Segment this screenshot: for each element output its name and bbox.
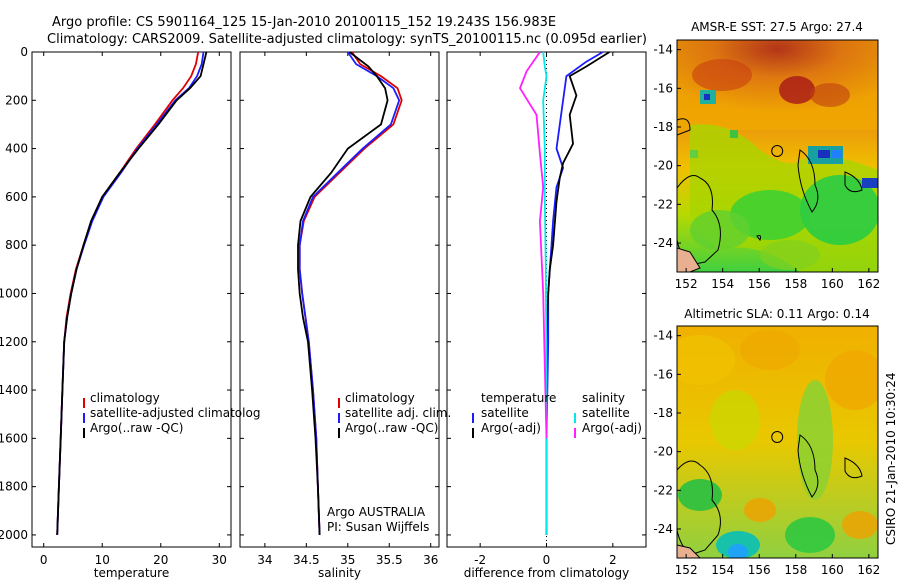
salinity-legend: climatology satellite adj. clim. Argo(..… xyxy=(338,391,451,438)
x-tick-label: 10 xyxy=(95,553,110,567)
x-tick-label: 154 xyxy=(711,277,734,291)
legend-argo: Argo(..raw -QC) xyxy=(90,421,183,435)
legend-climatology: climatology xyxy=(90,391,160,405)
series-line-salinity-satellite xyxy=(542,51,548,535)
legend-climatology: climatology xyxy=(345,391,415,405)
x-tick-label: 156 xyxy=(748,277,771,291)
y-tick-label: 1800 xyxy=(0,480,28,494)
legend-t-argo: Argo(-adj) xyxy=(481,421,541,435)
legend-title-temperature: temperature xyxy=(481,391,556,405)
x-tick-label: -2 xyxy=(474,553,486,567)
legend-s-satellite: satellite xyxy=(582,406,630,420)
salinity-panel: 34 34.5 35 35.5 36 salinity xyxy=(239,51,440,580)
y-tick-label: -20 xyxy=(653,159,673,173)
sst-map-axes: 152 154 156 158 160 162 -14 -16 -18 -20 -22 -24 xyxy=(653,39,880,291)
series-line-satellite-adjusted-climatology xyxy=(56,51,205,535)
temperature-panel: 0 200 400 600 800 1000 1200 1400 1600 1800 2000 0 10… xyxy=(0,45,232,580)
x-tick-label: 30 xyxy=(212,553,227,567)
x-tick-label: 152 xyxy=(675,563,698,577)
timestamp: CSIRO 21-Jan-2010 10:30:24 xyxy=(884,373,898,545)
y-tick-label: 1600 xyxy=(0,431,28,445)
map-frame xyxy=(676,325,879,559)
sla-map-axes: 152 154 156 158 160 162 -14 -16 -18 -20 -22 -24 xyxy=(653,325,880,577)
header-line1: Argo profile: CS 5901164_125 15-Jan-2010… xyxy=(52,15,556,30)
x-tick-label: 162 xyxy=(857,563,880,577)
legend-s-argo: Argo(-adj) xyxy=(582,421,642,435)
y-tick-label: 1400 xyxy=(0,383,28,397)
series-line-argo-raw-qc- xyxy=(297,51,389,535)
y-tick-label: 1200 xyxy=(0,335,28,349)
series-line-temperature-argo-adj- xyxy=(545,51,610,535)
y-tick-label: -20 xyxy=(653,445,673,459)
y-tick-label: 600 xyxy=(5,190,28,204)
x-tick-label: 36 xyxy=(423,553,438,567)
y-tick-label: 400 xyxy=(5,142,28,156)
series-line-satellite-adj-clim- xyxy=(298,51,401,535)
x-tick-label: 152 xyxy=(675,277,698,291)
plot-frame xyxy=(239,51,440,548)
plot-frame xyxy=(31,51,232,548)
legend-satellite: satellite-adjusted climatolog xyxy=(90,406,260,420)
sst-map-title: AMSR-E SST: 27.5 Argo: 27.4 xyxy=(691,20,863,34)
y-tick-label: 2000 xyxy=(0,528,28,542)
x-tick-label: 34.5 xyxy=(293,553,320,567)
y-tick-label: -22 xyxy=(653,197,673,211)
legend-t-satellite: satellite xyxy=(481,406,529,420)
legend-title-salinity: salinity xyxy=(582,391,625,405)
x-tick-label: 2 xyxy=(609,553,617,567)
y-tick-label: -24 xyxy=(653,522,673,536)
y-tick-label: -24 xyxy=(653,236,673,250)
x-tick-label: 0 xyxy=(543,553,551,567)
y-tick-label: 1000 xyxy=(0,286,28,300)
x-tick-label: 156 xyxy=(748,563,771,577)
x-tick-label: 34 xyxy=(257,553,272,567)
x-tick-label: 20 xyxy=(153,553,168,567)
credit-pi: PI: Susan Wijffels xyxy=(327,520,429,534)
sla-map-title: Altimetric SLA: 0.11 Argo: 0.14 xyxy=(684,307,869,321)
sst-argo-marker xyxy=(771,145,784,157)
sla-map-image xyxy=(677,326,878,558)
series-line-temperature-satellite xyxy=(545,51,604,535)
temperature-legend: climatology satellite-adjusted climatolo… xyxy=(83,391,260,438)
header-line2: Climatology: CARS2009. Satellite-adjuste… xyxy=(47,32,647,47)
sla-argo-marker xyxy=(771,431,784,443)
y-tick-label: -14 xyxy=(653,43,673,57)
difference-legend: temperature satellite Argo(-adj) salinit… xyxy=(472,391,642,438)
x-axis-label: difference from climatology xyxy=(464,566,630,580)
series-line-climatology xyxy=(56,51,200,535)
map-frame xyxy=(676,39,879,273)
legend-satellite: satellite adj. clim. xyxy=(345,406,451,420)
series-line-argo-raw-qc- xyxy=(56,51,208,535)
y-tick-label: -18 xyxy=(653,120,673,134)
x-tick-label: 35 xyxy=(340,553,355,567)
x-tick-label: 162 xyxy=(857,277,880,291)
credit-argo: Argo AUSTRALIA xyxy=(327,505,426,519)
y-tick-label: -16 xyxy=(653,367,673,381)
y-tick-label: 200 xyxy=(5,93,28,107)
y-tick-label: 800 xyxy=(5,238,28,252)
series-line-climatology xyxy=(298,51,403,535)
series-line-salinity-argo-adj- xyxy=(518,51,548,439)
x-tick-label: 158 xyxy=(784,277,807,291)
y-tick-label: -18 xyxy=(653,406,673,420)
x-tick-label: 160 xyxy=(821,563,844,577)
x-axis-label: temperature xyxy=(94,566,169,580)
x-tick-label: 154 xyxy=(711,563,734,577)
y-tick-label: -14 xyxy=(653,329,673,343)
y-tick-label: -22 xyxy=(653,483,673,497)
legend-argo: Argo(..raw -QC) xyxy=(345,421,438,435)
x-axis-label: salinity xyxy=(318,566,361,580)
x-tick-label: 0 xyxy=(40,553,48,567)
x-tick-label: 35.5 xyxy=(376,553,403,567)
x-tick-label: 158 xyxy=(784,563,807,577)
y-tick-label: 0 xyxy=(20,45,28,59)
y-tick-label: -16 xyxy=(653,81,673,95)
x-tick-label: 160 xyxy=(821,277,844,291)
